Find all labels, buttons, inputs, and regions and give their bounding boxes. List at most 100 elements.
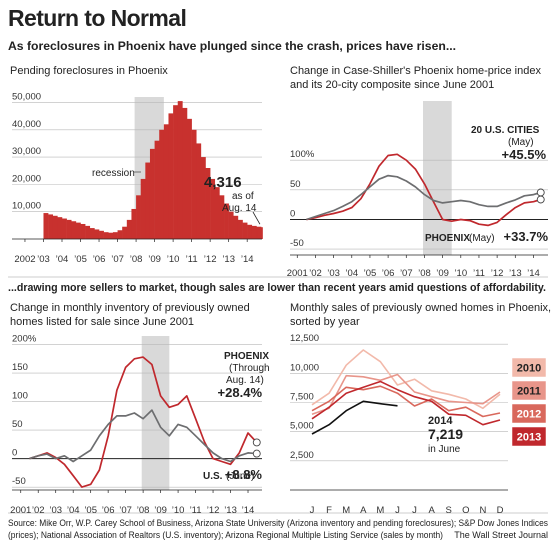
- y-tick-label: 5,000: [290, 421, 314, 432]
- bar: [62, 218, 67, 239]
- chart-title: Pending foreclosures in Phoenix: [10, 65, 168, 77]
- bar: [224, 203, 229, 239]
- x-tick-label: ’12: [204, 254, 217, 265]
- chart-title: and its 20-city composite since June 200…: [290, 79, 494, 91]
- end-marker: [252, 438, 261, 447]
- x-tick-label: ’14: [242, 505, 255, 516]
- x-tick-label: 2002: [14, 254, 35, 265]
- y-tick-label: 20,000: [12, 173, 41, 184]
- section-heading: ...drawing more sellers to market, thoug…: [8, 282, 546, 294]
- series-label: U.S.: [203, 471, 223, 482]
- bar: [168, 113, 174, 239]
- x-tick-label: 2001: [287, 268, 308, 279]
- series-line: [29, 356, 258, 488]
- bar: [191, 129, 197, 239]
- annotation: +33.7%: [504, 229, 549, 244]
- series-line: [311, 400, 398, 435]
- x-tick-label: ’12: [207, 505, 220, 516]
- annotation: (June): [226, 471, 254, 482]
- bar: [173, 105, 179, 239]
- bar: [131, 208, 137, 239]
- y-tick-label: 0: [12, 448, 17, 459]
- annotation: as of: [232, 191, 254, 202]
- series-line: [311, 380, 501, 426]
- annotation: Aug. 14): [226, 375, 264, 386]
- y-tick-label: 30,000: [12, 146, 41, 157]
- x-tick-label: ’13: [509, 268, 522, 279]
- bar: [233, 215, 239, 239]
- x-tick-label: ’07: [119, 505, 132, 516]
- chart: Monthly sales of previously owned homes …: [290, 302, 551, 516]
- bar: [52, 215, 58, 239]
- bar: [145, 162, 151, 239]
- bar: [140, 178, 146, 239]
- series-label: 20 U.S. CITIES: [471, 125, 540, 136]
- legend-label: 2013: [517, 432, 541, 444]
- x-tick-label: ’03: [327, 268, 340, 279]
- end-marker: [252, 449, 261, 458]
- y-tick-label: 2,500: [290, 450, 314, 461]
- legend-label: 2010: [517, 363, 541, 375]
- y-tick-label: 7,500: [290, 392, 314, 403]
- source-line: Source: Mike Orr, W.P. Carey School of B…: [8, 518, 548, 528]
- x-tick-label: ’10: [172, 505, 185, 516]
- bar: [71, 221, 77, 239]
- chart-title: homes listed for sale since June 2001: [10, 316, 194, 328]
- x-tick-label: M: [376, 505, 384, 516]
- y-tick-label: 0: [290, 208, 295, 219]
- annotation: +8.8%: [225, 467, 263, 482]
- y-tick-label: 200%: [12, 334, 37, 345]
- x-tick-label: ’12: [491, 268, 504, 279]
- y-tick-label: 150: [12, 362, 28, 373]
- x-tick-label: ’07: [400, 268, 413, 279]
- chart: Change in Case-Shiller's Phoenix home-pr…: [287, 65, 549, 279]
- bar: [80, 223, 86, 239]
- y-tick-label: 50: [290, 179, 301, 190]
- x-tick-label: ’08: [418, 268, 431, 279]
- bar: [251, 225, 257, 239]
- annotation: 4,316: [204, 174, 242, 191]
- y-tick-label: 12,500: [290, 333, 319, 344]
- source-line: (prices); National Association of Realto…: [8, 530, 443, 540]
- annotation: 7,219: [428, 426, 463, 442]
- x-tick-label: ’04: [345, 268, 358, 279]
- annotation: Aug. 14: [222, 203, 257, 214]
- x-tick-label: ’10: [454, 268, 467, 279]
- bar: [177, 101, 183, 239]
- x-tick-label: ’04: [56, 254, 69, 265]
- x-tick-label: F: [326, 505, 332, 516]
- series-line: [306, 174, 541, 221]
- x-tick-label: ’03: [49, 505, 62, 516]
- bar: [122, 226, 128, 239]
- bar: [117, 230, 123, 239]
- x-tick-label: ’09: [436, 268, 449, 279]
- bar: [94, 229, 100, 239]
- x-tick-label: ’02: [309, 268, 322, 279]
- x-tick-label: ’02: [32, 505, 45, 516]
- series-line: [311, 349, 501, 410]
- annotation: (May): [469, 233, 495, 244]
- legend-swatch: [511, 380, 547, 401]
- x-tick-label: ’05: [74, 254, 87, 265]
- bar: [210, 178, 216, 239]
- bar: [57, 217, 63, 239]
- x-tick-label: ’09: [148, 254, 161, 265]
- legend-label: 2011: [517, 386, 541, 398]
- bar: [112, 232, 118, 239]
- x-tick-label: M: [342, 505, 350, 516]
- annotation: (May): [508, 137, 534, 148]
- series-label: 2014: [428, 415, 453, 427]
- series-line: [29, 409, 257, 463]
- x-tick-label: ’14: [527, 268, 540, 279]
- legend-swatch: [511, 403, 547, 424]
- series-line: [311, 385, 501, 418]
- x-tick-label: ’11: [473, 268, 485, 279]
- annotation: (Through: [229, 363, 270, 374]
- bar: [136, 195, 141, 239]
- pointer: [252, 211, 261, 225]
- x-tick-label: ’09: [154, 505, 167, 516]
- chart-title: sorted by year: [290, 316, 360, 328]
- x-tick-label: ’07: [111, 254, 124, 265]
- series-label: PHOENIX: [425, 233, 470, 244]
- x-tick-label: ’05: [364, 268, 377, 279]
